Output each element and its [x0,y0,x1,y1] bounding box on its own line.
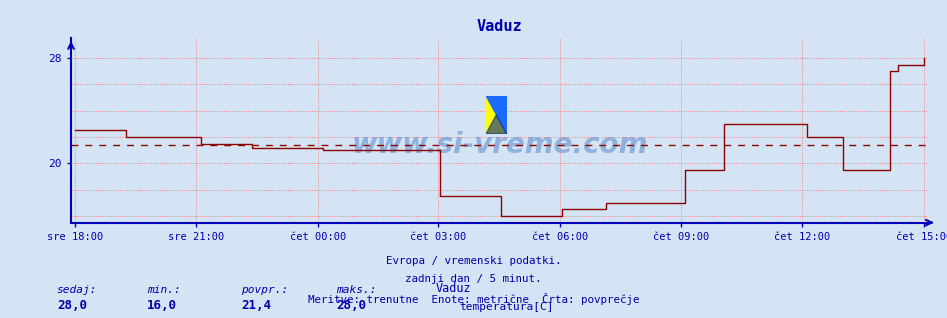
Text: temperatura[C]: temperatura[C] [459,302,554,312]
Polygon shape [486,115,507,134]
Polygon shape [486,96,507,134]
Text: Evropa / vremenski podatki.: Evropa / vremenski podatki. [385,256,562,266]
Text: 21,4: 21,4 [241,299,272,312]
Polygon shape [486,96,507,134]
Text: 16,0: 16,0 [147,299,177,312]
Text: 28,0: 28,0 [336,299,366,312]
Text: povpr.:: povpr.: [241,285,289,295]
Text: maks.:: maks.: [336,285,377,295]
Text: www.si-vreme.com: www.si-vreme.com [351,131,648,159]
Text: Vaduz: Vaduz [436,282,472,295]
Text: zadnji dan / 5 minut.: zadnji dan / 5 minut. [405,274,542,284]
Title: Vaduz: Vaduz [476,19,523,34]
Text: Meritve: trenutne  Enote: metrične  Črta: povprečje: Meritve: trenutne Enote: metrične Črta: … [308,293,639,305]
Text: sedaj:: sedaj: [57,285,98,295]
Text: 28,0: 28,0 [57,299,87,312]
Text: min.:: min.: [147,285,181,295]
